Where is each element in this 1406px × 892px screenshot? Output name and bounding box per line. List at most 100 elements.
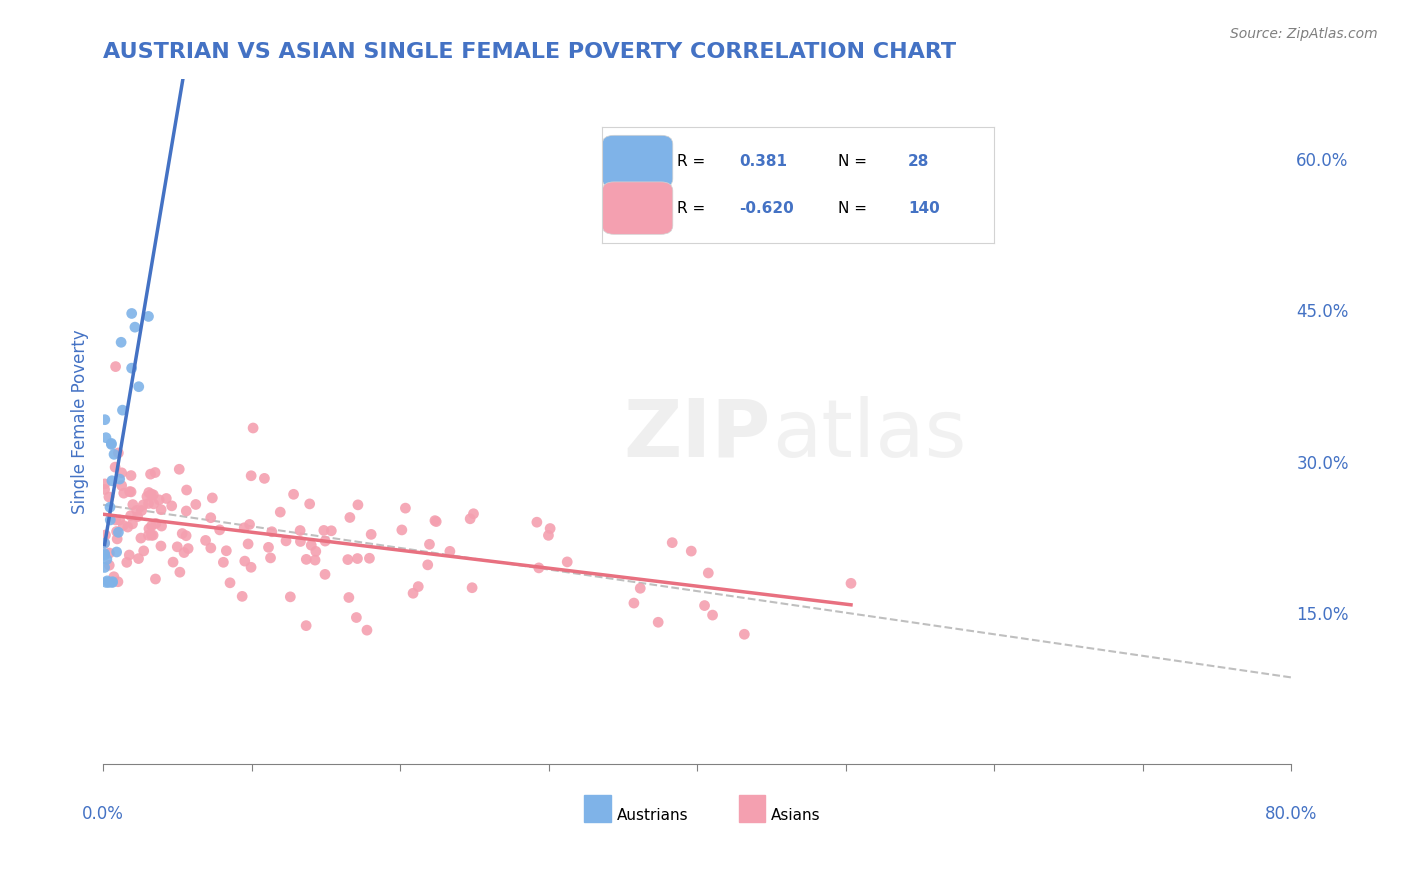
Point: [138, 528, 160, 542]
Point: [110, 478, 132, 492]
Point: [150, 519, 173, 533]
Point: [121, 498, 143, 512]
Point: [233, 554, 256, 568]
Point: [697, 566, 720, 580]
Point: [124, 320, 146, 334]
Point: [93, 548, 115, 562]
Point: [238, 517, 260, 532]
Point: [142, 497, 165, 511]
Point: [336, 552, 359, 566]
Point: [295, 618, 318, 632]
Point: [184, 498, 207, 512]
Point: [121, 516, 143, 531]
Point: [111, 466, 134, 480]
Point: [96, 575, 118, 590]
Point: [93, 536, 115, 550]
Point: [111, 403, 134, 417]
Point: [97, 490, 120, 504]
Text: 0.0%: 0.0%: [82, 805, 124, 823]
Point: [194, 533, 217, 548]
Point: [359, 551, 381, 566]
Point: [142, 528, 165, 542]
Point: [94, 412, 117, 426]
Point: [215, 543, 238, 558]
Point: [288, 524, 311, 538]
Point: [463, 507, 485, 521]
Point: [461, 581, 484, 595]
Point: [155, 491, 177, 506]
Point: [120, 484, 142, 499]
Text: AUSTRIAN VS ASIAN SINGLE FEMALE POVERTY CORRELATION CHART: AUSTRIAN VS ASIAN SINGLE FEMALE POVERTY …: [103, 42, 956, 62]
Point: [104, 359, 127, 374]
Point: [98, 546, 121, 560]
Point: [200, 541, 222, 555]
Point: [458, 512, 481, 526]
Point: [94, 528, 117, 542]
Point: [347, 498, 370, 512]
Point: [321, 524, 343, 538]
Point: [112, 486, 135, 500]
Point: [136, 490, 159, 504]
Point: [107, 525, 129, 540]
Point: [236, 537, 259, 551]
Point: [240, 468, 263, 483]
Point: [98, 500, 121, 515]
Point: [121, 306, 143, 320]
Point: [269, 505, 291, 519]
Point: [166, 540, 188, 554]
Point: [733, 627, 755, 641]
Point: [138, 522, 160, 536]
Point: [538, 522, 561, 536]
Point: [283, 487, 305, 501]
Point: [101, 474, 124, 488]
Point: [94, 477, 117, 491]
Point: [278, 590, 301, 604]
Point: [201, 491, 224, 505]
Point: [402, 586, 425, 600]
Text: ZIP: ZIP: [624, 396, 770, 474]
Point: [98, 558, 121, 573]
Point: [208, 523, 231, 537]
Point: [526, 515, 548, 529]
Point: [304, 553, 326, 567]
Point: [240, 560, 263, 574]
Point: [176, 504, 198, 518]
Point: [128, 380, 150, 394]
Point: [693, 599, 716, 613]
Point: [406, 580, 429, 594]
Point: [299, 538, 322, 552]
Point: [145, 572, 167, 586]
Point: [121, 361, 143, 376]
Point: [104, 513, 127, 527]
Point: [418, 537, 440, 551]
Point: [93, 483, 115, 497]
Point: [702, 608, 724, 623]
Point: [423, 514, 446, 528]
Point: [290, 534, 312, 549]
Point: [356, 623, 378, 637]
Point: [647, 615, 669, 630]
Point: [346, 551, 368, 566]
Point: [145, 516, 167, 531]
Point: [173, 545, 195, 559]
Point: [555, 555, 578, 569]
Point: [172, 526, 194, 541]
Point: [231, 590, 253, 604]
Point: [132, 544, 155, 558]
Point: [257, 541, 280, 555]
Point: [174, 529, 197, 543]
Point: [360, 527, 382, 541]
Point: [212, 555, 235, 569]
Point: [108, 513, 131, 527]
Point: [416, 558, 439, 572]
Point: [131, 503, 153, 517]
Point: [661, 535, 683, 549]
Point: [98, 513, 121, 527]
Bar: [585, 795, 610, 822]
Point: [141, 528, 163, 542]
Point: [108, 472, 131, 486]
Text: Asians: Asians: [770, 808, 821, 823]
Point: [100, 436, 122, 450]
Point: [132, 498, 155, 512]
Point: [274, 533, 297, 548]
